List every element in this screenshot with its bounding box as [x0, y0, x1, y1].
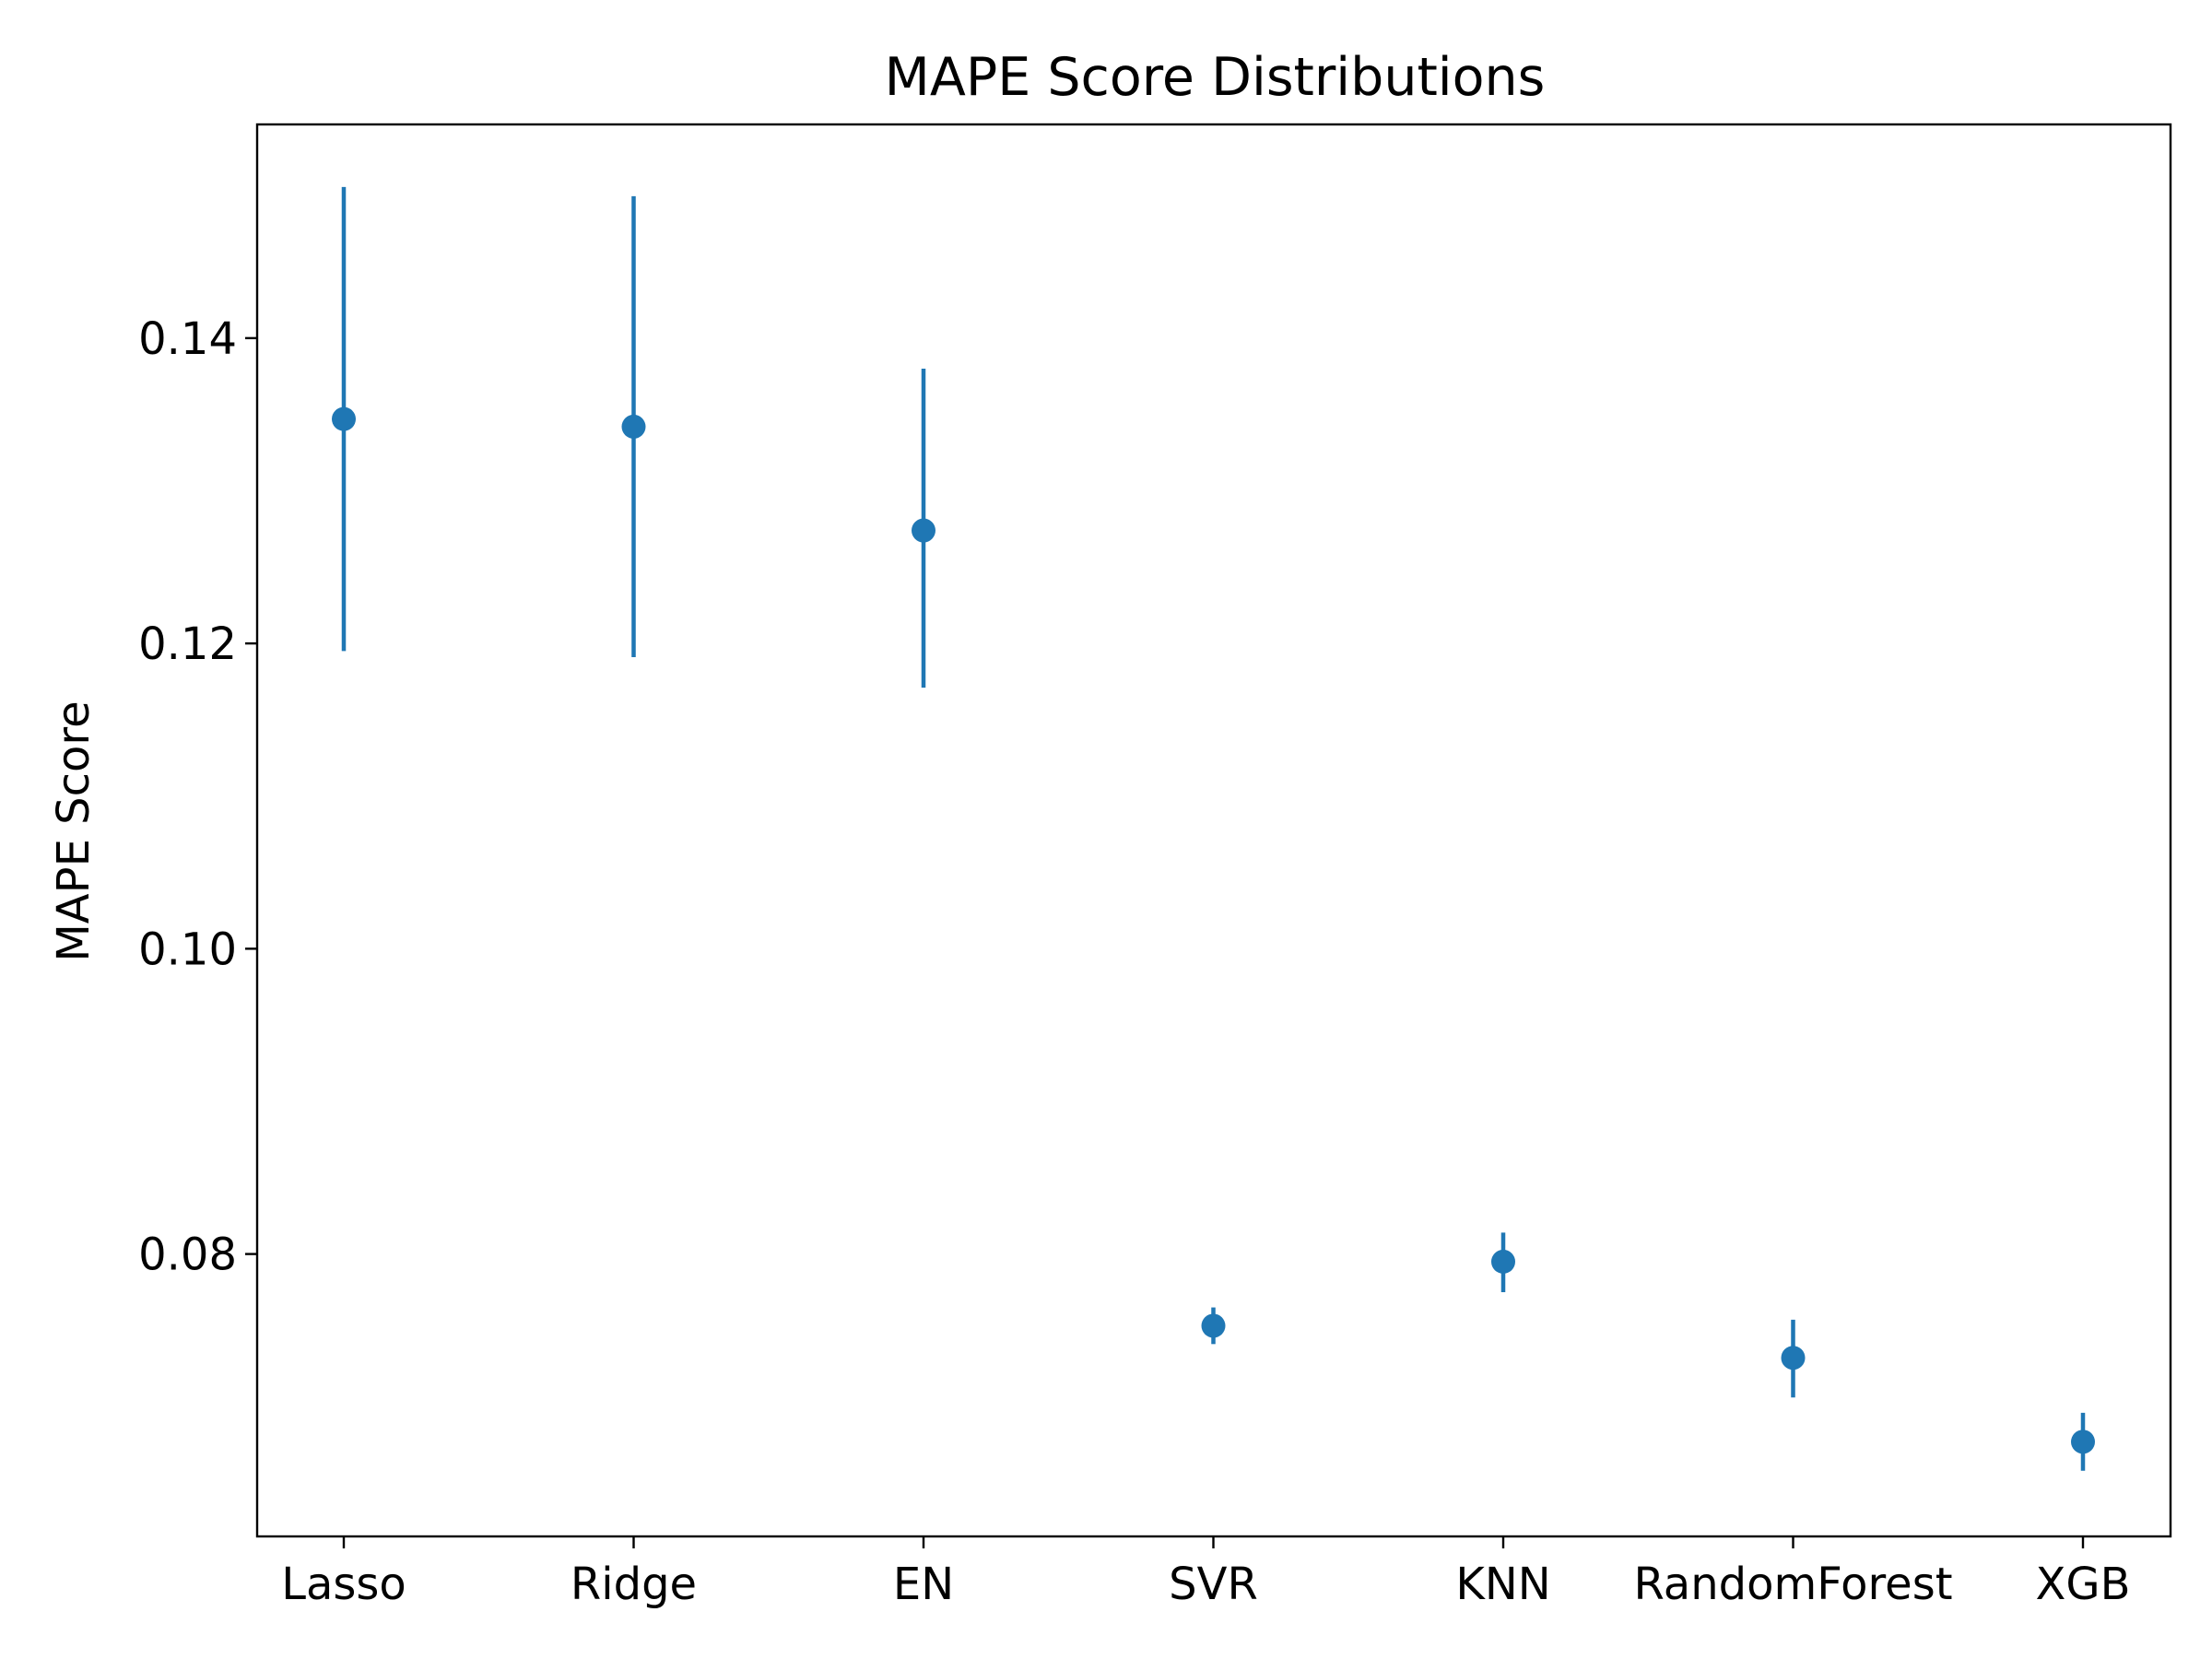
x-tick-label: RandomForest — [1633, 1559, 1952, 1610]
y-tick-label: 0.14 — [138, 313, 237, 365]
y-axis-label: MAPE Score — [48, 700, 100, 961]
chart-title: MAPE Score Distributions — [885, 47, 1546, 108]
mean-point-lasso — [332, 406, 356, 431]
plot-area-frame — [255, 123, 2172, 1538]
x-tick-label: KNN — [1455, 1559, 1550, 1610]
x-tick-label: SVR — [1169, 1559, 1258, 1610]
mean-point-xgb — [2071, 1430, 2095, 1454]
x-tick-label: Ridge — [571, 1559, 697, 1610]
mean-point-randomforest — [1781, 1346, 1806, 1371]
x-tick-label: Lasso — [281, 1559, 406, 1610]
x-tick-label: EN — [893, 1559, 954, 1610]
plot-marks — [332, 186, 2095, 1471]
mean-point-ridge — [621, 414, 646, 439]
y-tick-label: 0.12 — [138, 618, 237, 670]
axis-ticks: 0.08 0.10 0.12 0.14 Lasso Ridge EN SVR KNN Random… — [138, 313, 2130, 1610]
mean-point-en — [912, 518, 935, 543]
y-tick-label: 0.08 — [138, 1230, 237, 1281]
mean-point-knn — [1491, 1249, 1515, 1274]
x-tick-label: XGB — [2035, 1559, 2130, 1610]
y-tick-label: 0.10 — [138, 924, 237, 975]
mean-point-svr — [1201, 1313, 1226, 1338]
